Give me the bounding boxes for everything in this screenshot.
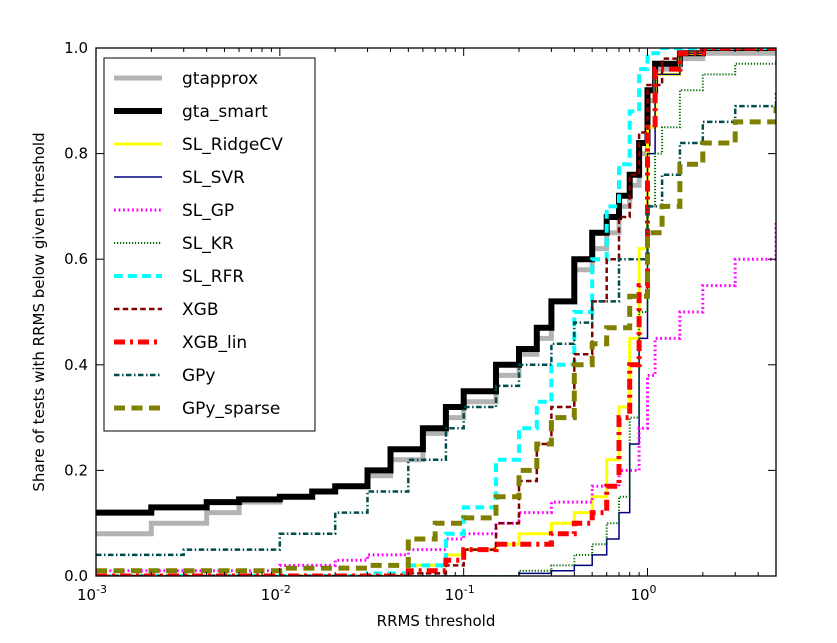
x-tick-label: 100 [630, 583, 656, 604]
series-layer [96, 48, 776, 576]
plot-frame [95, 47, 777, 577]
y-tick-label: 1.0 [64, 39, 88, 57]
series-line-gta-smart [96, 48, 776, 516]
series-line-sl-svr [96, 48, 776, 576]
legend: gtapprox gta_smart SL_RidgeCV SL_SVR SL_GP SL… [103, 57, 316, 432]
legend-label-sl-kr: SL_KR [182, 234, 234, 254]
x-axis-label: RRMS threshold [377, 612, 496, 630]
x-tick-label: 10-2 [261, 583, 291, 604]
y-tick-label: 0.4 [64, 356, 88, 374]
legend-label-gpy-sparse: GPy_sparse [182, 399, 280, 419]
x-tick-label: 10-1 [445, 583, 475, 604]
series-line-sl-kr [96, 61, 776, 576]
series-line-xgb [96, 48, 776, 576]
legend-label-sl-ridgecv: SL_RidgeCV [182, 135, 283, 155]
series-line-gpy-sparse [96, 106, 776, 574]
legend-label-xgb: XGB [182, 300, 218, 320]
y-tick-label: 0.0 [64, 567, 88, 585]
legend-frame [103, 57, 316, 432]
x-tick-label: 10-3 [77, 583, 107, 604]
legend-label-xgb-lin: XGB_lin [182, 333, 247, 353]
series-line-sl-gp [96, 222, 776, 573]
series-line-gpy [96, 92, 776, 557]
legend-label-sl-gp: SL_GP [182, 201, 234, 221]
y-axis-label: Share of tests with RRMS below given thr… [30, 132, 48, 491]
ticks-layer: 10-3 10-2 10-1 100 0.0 0.2 0.4 0.6 0.8 1.0 [64, 39, 777, 604]
legend-label-gpy: GPy [182, 366, 216, 386]
legend-label-gtapprox: gtapprox [182, 69, 258, 89]
y-tick-label: 0.6 [64, 250, 88, 268]
legend-label-sl-svr: SL_SVR [182, 168, 245, 188]
legend-label-gta-smart: gta_smart [182, 102, 268, 122]
series-line-xgb-lin [96, 48, 776, 576]
y-tick-label: 0.8 [64, 145, 88, 163]
legend-label-sl-rfr: SL_RFR [182, 267, 244, 287]
y-tick-label: 0.2 [64, 461, 88, 479]
